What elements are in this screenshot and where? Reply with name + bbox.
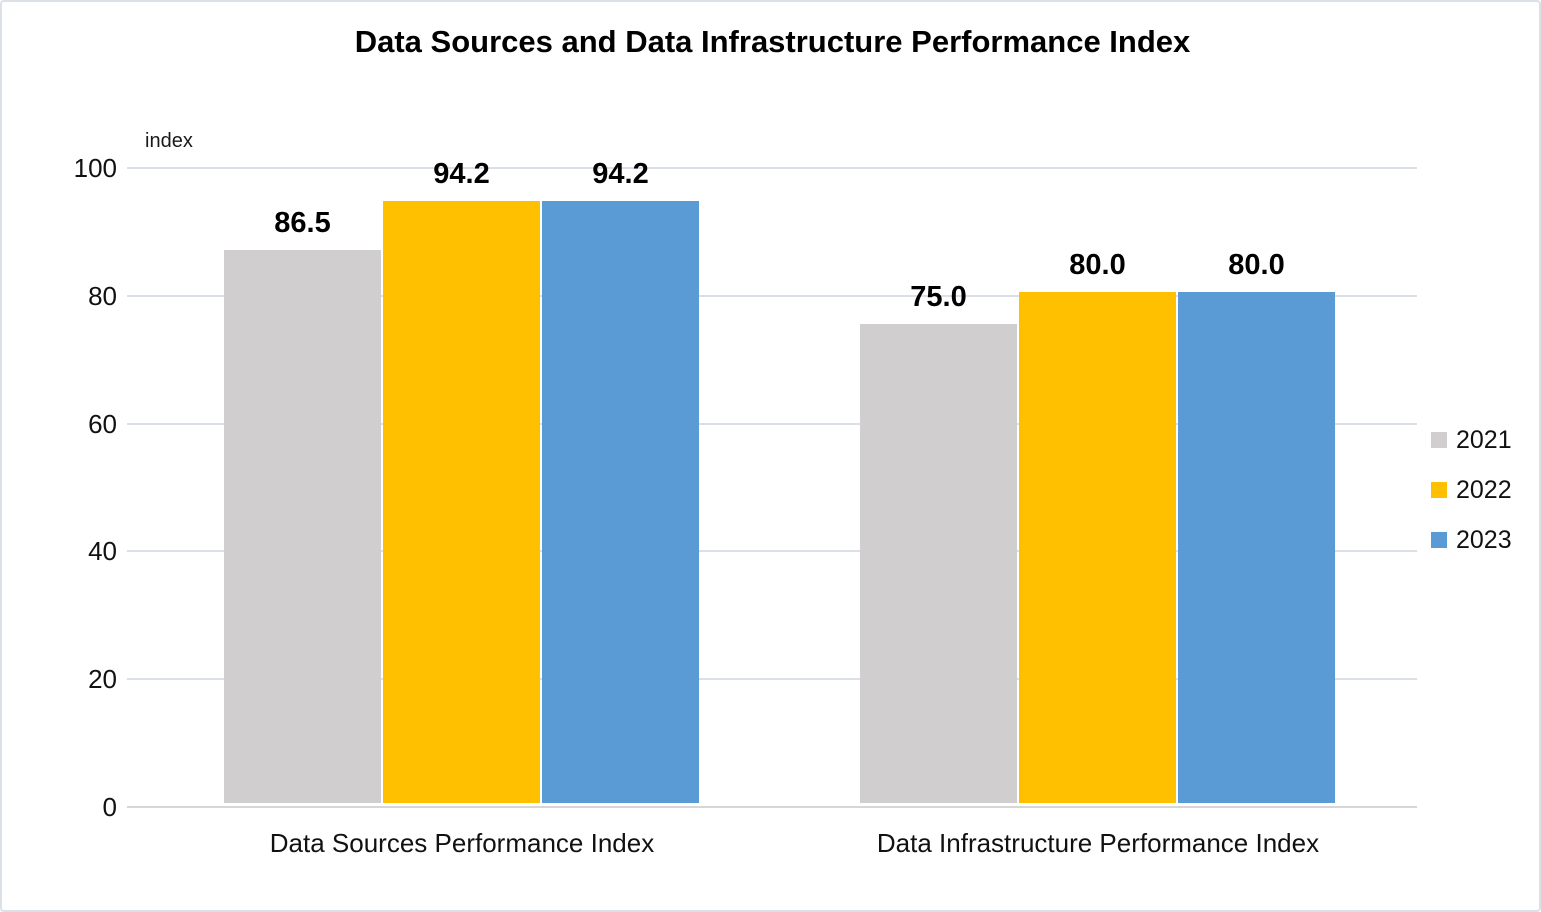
gridline-40 — [127, 550, 1417, 552]
bar-slot: 94.2 — [383, 123, 540, 803]
bar-slot: 75.0 — [860, 123, 1017, 803]
y-tick-label: 100 — [73, 153, 117, 183]
legend-swatch-2021-icon — [1431, 432, 1447, 448]
y-axis-unit-label: index — [145, 130, 193, 152]
chart-title: Data Sources and Data Infrastructure Per… — [354, 24, 1191, 59]
bar-value-label: 80.0 — [1228, 249, 1285, 281]
legend-item-2022: 2022 — [1431, 476, 1512, 504]
bar-value-label: 75.0 — [910, 281, 967, 313]
legend-swatch-2022-icon — [1431, 482, 1447, 498]
legend-label-2023: 2023 — [1456, 526, 1512, 554]
category-label-data-infrastructure: Data Infrastructure Performance Index — [876, 828, 1320, 858]
legend-label-2021: 2021 — [1456, 426, 1512, 454]
bar-slot: 94.2 — [542, 123, 699, 803]
bar-2023-data-infrastructure — [1178, 292, 1335, 803]
bar-2021-data-infrastructure — [860, 324, 1017, 803]
y-tick-label: 0 — [102, 792, 117, 822]
bar-value-label: 94.2 — [433, 158, 490, 190]
bar-slot: 80.0 — [1178, 123, 1335, 803]
bar-2021-data-sources — [224, 250, 381, 803]
legend-item-2021: 2021 — [1431, 426, 1512, 454]
gridline-20 — [127, 678, 1417, 680]
legend-item-2023: 2023 — [1431, 526, 1512, 554]
x-axis-line — [127, 806, 1417, 808]
bar-2022-data-sources — [383, 201, 540, 803]
bar-value-label: 80.0 — [1069, 249, 1126, 281]
y-tick-label: 20 — [88, 664, 117, 694]
y-tick-label: 80 — [88, 281, 117, 311]
legend-swatch-2023-icon — [1431, 532, 1447, 548]
bar-slot: 80.0 — [1019, 123, 1176, 803]
bar-value-label: 94.2 — [592, 158, 649, 190]
bar-value-label: 86.5 — [274, 207, 331, 239]
legend: 2021 2022 2023 — [1431, 426, 1512, 576]
y-tick-label: 40 — [88, 536, 117, 566]
y-tick-label: 60 — [88, 409, 117, 439]
gridline-60 — [127, 423, 1417, 425]
legend-label-2022: 2022 — [1456, 476, 1512, 504]
bar-2022-data-infrastructure — [1019, 292, 1176, 803]
bar-2023-data-sources — [542, 201, 699, 803]
category-label-data-sources: Data Sources Performance Index — [269, 828, 655, 858]
bar-slot: 86.5 — [224, 123, 381, 803]
gridline-80 — [127, 295, 1417, 297]
gridline-100 — [127, 167, 1417, 169]
